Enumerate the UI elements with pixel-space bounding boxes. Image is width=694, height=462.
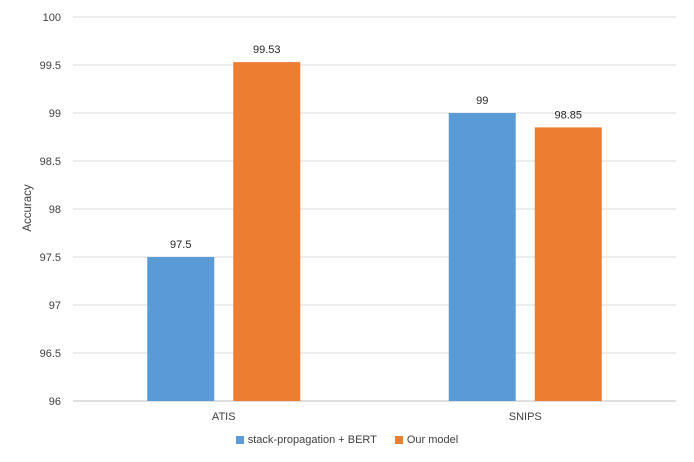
- y-tick-label: 97.5: [40, 252, 61, 264]
- x-tick-label: SNIPS: [509, 411, 542, 423]
- y-tick-label: 96.5: [40, 348, 61, 360]
- x-tick-labels: ATIS SNIPS: [212, 411, 542, 423]
- legend-label-series-1: stack-propagation + BERT: [247, 434, 377, 446]
- bars: [147, 62, 602, 402]
- data-label: 99.53: [253, 44, 281, 56]
- data-labels: 97.5 99.53 99 98.85: [170, 44, 582, 251]
- y-tick-label: 98: [49, 204, 61, 216]
- legend-swatch-series-1: [235, 436, 244, 444]
- legend-item-series-2: Our model: [394, 434, 459, 446]
- bar-atis-series-2: [233, 62, 301, 402]
- legend: stack-propagation + BERT Our model: [0, 434, 694, 446]
- y-tick-label: 100: [43, 12, 61, 24]
- data-label: 98.85: [554, 109, 582, 121]
- legend-label-series-2: Our model: [406, 434, 459, 446]
- y-tick-label: 98.5: [40, 156, 61, 168]
- legend-item-series-1: stack-propagation + BERT: [235, 434, 377, 446]
- y-tick-labels: 96 96.5 97 97.5 98 98.5 99 99.5 100: [40, 12, 61, 408]
- bar-atis-series-1: [147, 257, 215, 401]
- y-tick-label: 97: [49, 300, 61, 312]
- bar-snips-series-2: [534, 127, 602, 402]
- y-tick-label: 99: [49, 108, 61, 120]
- y-axis-title: Accuracy: [22, 184, 34, 232]
- bar-snips-series-1: [448, 113, 516, 401]
- y-tick-label: 99.5: [40, 60, 61, 72]
- y-tick-label: 96: [49, 396, 61, 408]
- legend-swatch-series-2: [394, 436, 403, 444]
- data-label: 97.5: [170, 239, 191, 251]
- data-label: 99: [476, 95, 488, 107]
- x-tick-label: ATIS: [212, 411, 236, 423]
